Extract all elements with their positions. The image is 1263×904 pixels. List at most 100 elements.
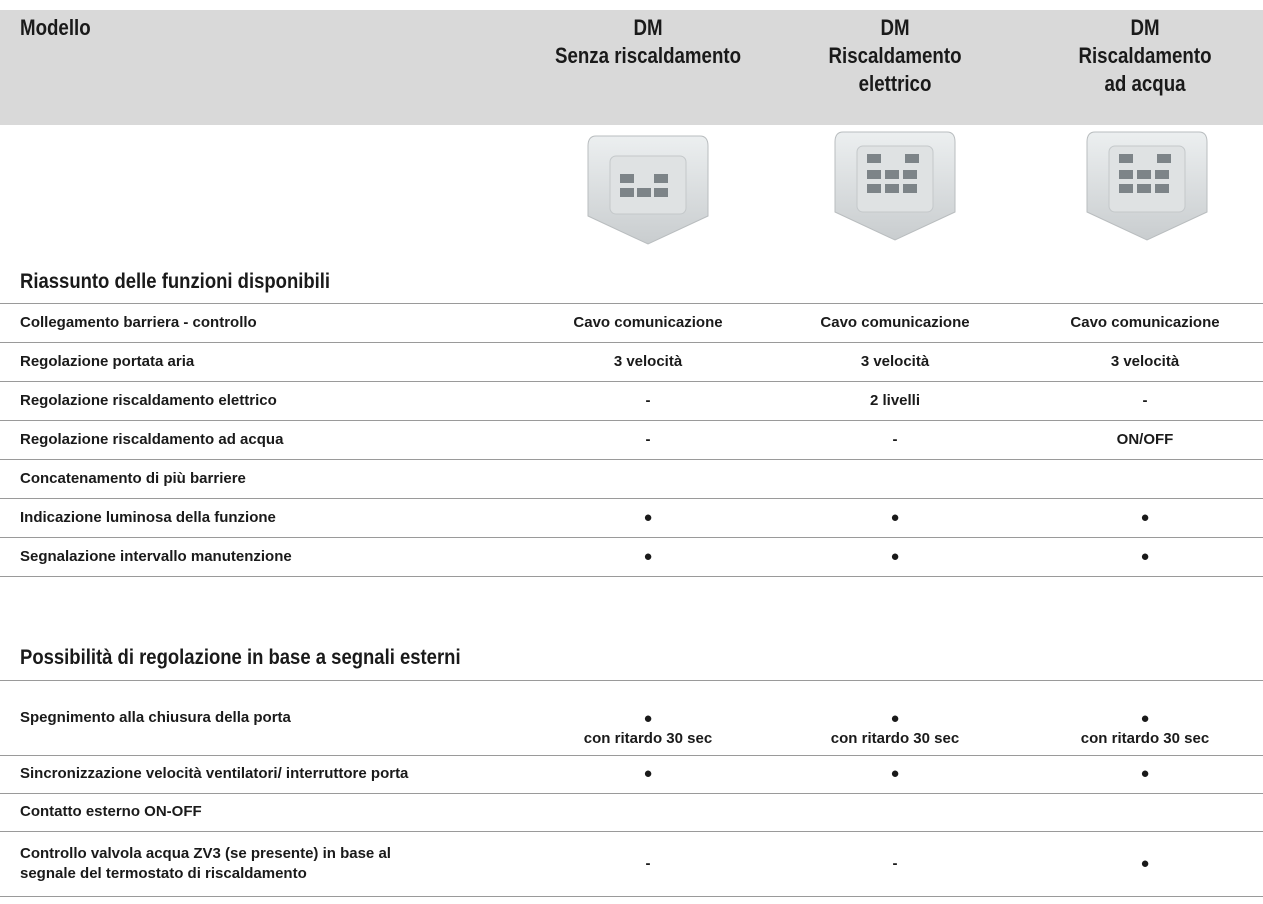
value-text: con ritardo 30 sec <box>830 730 960 747</box>
row-value: 3 velocità <box>1022 342 1263 381</box>
header-text: Riscaldamento <box>1078 43 1212 68</box>
row-value: 2 livelli <box>772 381 1018 420</box>
header-text: DM <box>633 15 663 40</box>
value-text: - <box>892 430 898 448</box>
value-text: ● <box>890 508 900 526</box>
value-text: ● <box>1140 710 1150 727</box>
device-images <box>587 131 1208 245</box>
label-text: segnale del termostato di riscaldamento <box>20 864 307 882</box>
row-label: Regolazione riscaldamento elettrico <box>20 381 520 420</box>
section-title: Riassunto delle funzioni disponibili <box>20 270 330 294</box>
row-value: - <box>1022 381 1263 420</box>
row-value: ● <box>772 498 1018 537</box>
label-text: Sincronizzazione velocità ventilatori/ i… <box>20 765 409 782</box>
value-text: 2 livelli <box>869 391 921 409</box>
device-1 <box>587 135 709 245</box>
row-value: Cavo comunicazione <box>1022 303 1263 342</box>
row-value: ● <box>525 498 771 537</box>
row-label: Regolazione riscaldamento ad acqua <box>20 420 520 459</box>
label-text: Collegamento barriera - controllo <box>20 313 257 331</box>
divider <box>0 381 1263 382</box>
value-text: ● <box>890 547 900 565</box>
divider <box>0 896 1263 897</box>
value-text: ● <box>1140 765 1150 782</box>
row-label: Concatenamento di più barriere <box>20 459 520 498</box>
value-text: Cavo comunicazione <box>573 313 723 331</box>
row-value: - <box>525 831 771 896</box>
label-text: Concatenamento di più barriere <box>20 469 246 487</box>
label-text: Controllo valvola acqua ZV3 (se presente… <box>20 844 391 862</box>
row-value: ● <box>1022 498 1263 537</box>
header-text: elettrico <box>858 71 932 96</box>
value-text: - <box>892 854 898 872</box>
value-text: - <box>645 854 651 872</box>
row-value: - <box>525 381 771 420</box>
row-label: Contatto esterno ON-OFF <box>20 793 520 831</box>
row-value: ● con ritardo 30 sec <box>1022 680 1263 755</box>
divider <box>0 831 1263 832</box>
divider <box>0 303 1263 304</box>
value-text: 3 velocità <box>860 352 930 370</box>
value-text: - <box>645 430 651 448</box>
row-value: - <box>772 420 1018 459</box>
header-text: DM <box>1130 15 1160 40</box>
row-value: ON/OFF <box>1022 420 1263 459</box>
value-text: ● <box>643 765 653 782</box>
value-text: ● <box>890 765 900 782</box>
row-label: Controllo valvola acqua ZV3 (se presente… <box>20 831 520 896</box>
row-label: Spegnimento alla chiusura della porta <box>20 680 520 755</box>
header-text: ad acqua <box>1104 71 1186 96</box>
label-text: Indicazione luminosa della funzione <box>20 508 276 526</box>
row-value: ● <box>525 537 771 576</box>
divider <box>0 498 1263 499</box>
value-text: ● <box>1140 508 1150 526</box>
label-text: Regolazione riscaldamento elettrico <box>20 391 277 409</box>
value-text: ● <box>643 508 653 526</box>
value-text: Cavo comunicazione <box>1070 313 1220 331</box>
header-text: Modello <box>20 15 91 40</box>
row-label: Segnalazione intervallo manutenzione <box>20 537 520 576</box>
label-text: Contatto esterno ON-OFF <box>20 803 202 820</box>
section-title: Possibilità di regolazione in base a seg… <box>20 646 461 670</box>
divider <box>0 755 1263 756</box>
divider <box>0 793 1263 794</box>
row-value: 3 velocità <box>772 342 1018 381</box>
row-value: ● <box>1022 755 1263 793</box>
value-text: ● <box>1140 854 1150 872</box>
row-value: ● con ritardo 30 sec <box>772 680 1018 755</box>
row-label: Regolazione portata aria <box>20 342 520 381</box>
value-text: 3 velocità <box>613 352 683 370</box>
row-value: 3 velocità <box>525 342 771 381</box>
row-value: - <box>772 831 1018 896</box>
row-value: ● <box>1022 831 1263 896</box>
value-text: ● <box>643 710 653 727</box>
value-text: ● <box>1140 547 1150 565</box>
label-text: Regolazione portata aria <box>20 352 195 370</box>
value-text: ● <box>890 710 900 727</box>
row-value: Cavo comunicazione <box>525 303 771 342</box>
label-text: Regolazione riscaldamento ad acqua <box>20 430 284 448</box>
row-value: ● <box>772 537 1018 576</box>
header-band <box>0 10 1263 125</box>
value-text: con ritardo 30 sec <box>583 730 713 747</box>
value-text: Cavo comunicazione <box>820 313 970 331</box>
row-label: Sincronizzazione velocità ventilatori/ i… <box>20 755 520 793</box>
divider <box>0 537 1263 538</box>
header-cell: DM Senza riscaldamento <box>543 14 752 70</box>
header-cell: Modello <box>20 14 445 42</box>
divider <box>0 680 1263 681</box>
label-text: Spegnimento alla chiusura della porta <box>20 708 291 726</box>
header-text: Riscaldamento <box>828 43 962 68</box>
row-value: Cavo comunicazione <box>772 303 1018 342</box>
value-text: con ritardo 30 sec <box>1080 730 1210 747</box>
header-cell: DM Riscaldamento ad acqua <box>1040 14 1249 98</box>
value-text: 3 velocità <box>1110 352 1180 370</box>
value-text: ● <box>643 547 653 565</box>
value-text: - <box>1142 391 1148 409</box>
divider <box>0 420 1263 421</box>
header-cell: DM Riscaldamento elettrico <box>790 14 999 98</box>
label-text: Segnalazione intervallo manutenzione <box>20 547 292 565</box>
row-value: ● <box>772 755 1018 793</box>
row-value: ● <box>1022 537 1263 576</box>
